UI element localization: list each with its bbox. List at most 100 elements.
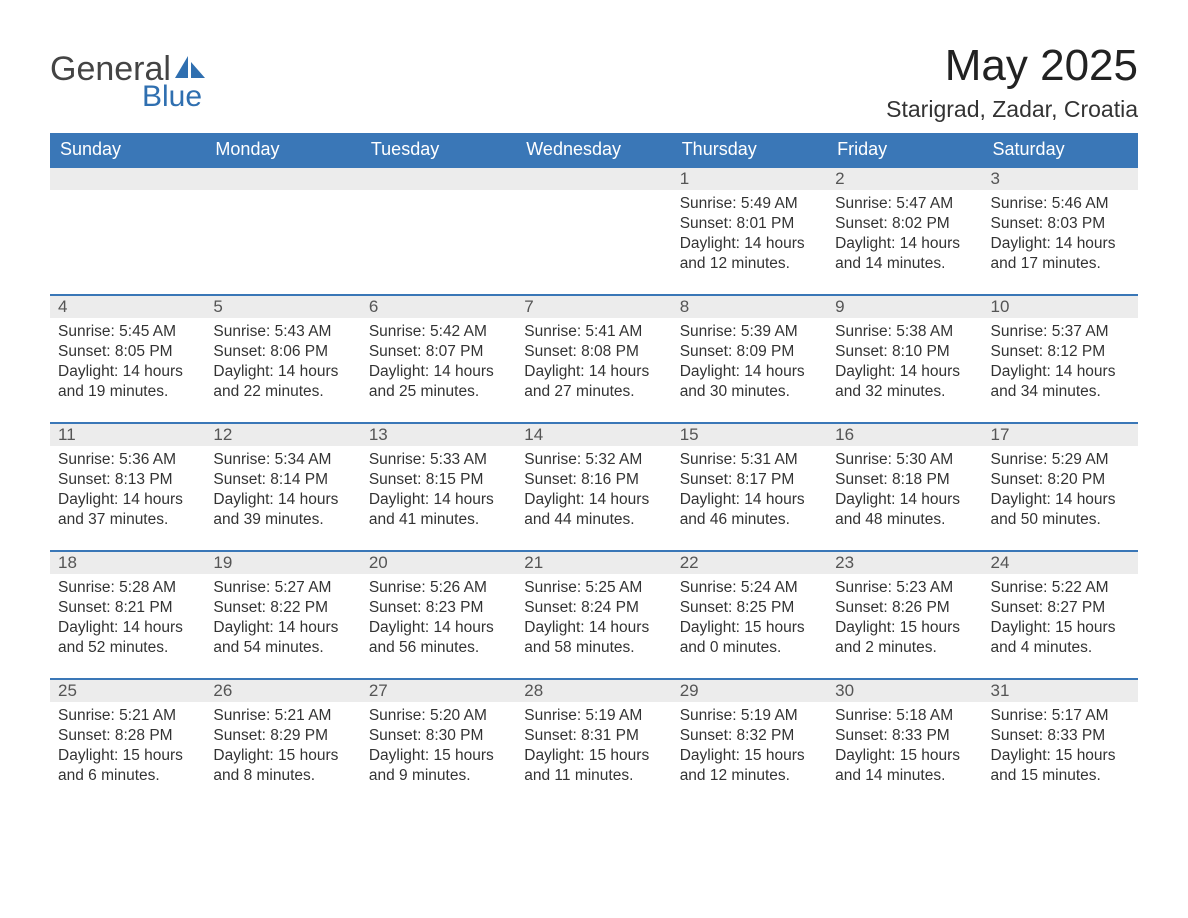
day-details: Sunrise: 5:21 AMSunset: 8:28 PMDaylight:… xyxy=(50,702,205,789)
sunset-text: Sunset: 8:32 PM xyxy=(680,726,819,746)
calendar-cell xyxy=(205,167,360,295)
day-number: 7 xyxy=(516,296,671,318)
sunset-text: Sunset: 8:16 PM xyxy=(524,470,663,490)
calendar-cell xyxy=(361,167,516,295)
day-number-bar xyxy=(516,168,671,190)
sunrise-text: Sunrise: 5:19 AM xyxy=(680,706,819,726)
day-details: Sunrise: 5:19 AMSunset: 8:32 PMDaylight:… xyxy=(672,702,827,789)
calendar-cell: 23Sunrise: 5:23 AMSunset: 8:26 PMDayligh… xyxy=(827,551,982,679)
day-details: Sunrise: 5:32 AMSunset: 8:16 PMDaylight:… xyxy=(516,446,671,533)
calendar-week: 18Sunrise: 5:28 AMSunset: 8:21 PMDayligh… xyxy=(50,551,1138,679)
daylight-text: Daylight: 14 hours and 44 minutes. xyxy=(524,490,663,530)
calendar-cell: 3Sunrise: 5:46 AMSunset: 8:03 PMDaylight… xyxy=(983,167,1138,295)
day-number-bar xyxy=(205,168,360,190)
sunrise-text: Sunrise: 5:43 AM xyxy=(213,322,352,342)
sunrise-text: Sunrise: 5:20 AM xyxy=(369,706,508,726)
sunrise-text: Sunrise: 5:24 AM xyxy=(680,578,819,598)
brand-word-2: Blue xyxy=(142,82,202,112)
day-details: Sunrise: 5:31 AMSunset: 8:17 PMDaylight:… xyxy=(672,446,827,533)
daylight-text: Daylight: 14 hours and 14 minutes. xyxy=(835,234,974,274)
sunrise-text: Sunrise: 5:29 AM xyxy=(991,450,1130,470)
sunset-text: Sunset: 8:25 PM xyxy=(680,598,819,618)
daylight-text: Daylight: 15 hours and 6 minutes. xyxy=(58,746,197,786)
day-details: Sunrise: 5:26 AMSunset: 8:23 PMDaylight:… xyxy=(361,574,516,661)
calendar-body: 1Sunrise: 5:49 AMSunset: 8:01 PMDaylight… xyxy=(50,167,1138,807)
day-number: 26 xyxy=(205,680,360,702)
day-number: 17 xyxy=(983,424,1138,446)
sunrise-text: Sunrise: 5:21 AM xyxy=(58,706,197,726)
weekday-header: Thursday xyxy=(672,133,827,167)
calendar-cell: 22Sunrise: 5:24 AMSunset: 8:25 PMDayligh… xyxy=(672,551,827,679)
sunrise-text: Sunrise: 5:42 AM xyxy=(369,322,508,342)
day-details: Sunrise: 5:21 AMSunset: 8:29 PMDaylight:… xyxy=(205,702,360,789)
daylight-text: Daylight: 15 hours and 2 minutes. xyxy=(835,618,974,658)
calendar-cell: 11Sunrise: 5:36 AMSunset: 8:13 PMDayligh… xyxy=(50,423,205,551)
sunset-text: Sunset: 8:22 PM xyxy=(213,598,352,618)
daylight-text: Daylight: 15 hours and 4 minutes. xyxy=(991,618,1130,658)
daylight-text: Daylight: 14 hours and 30 minutes. xyxy=(680,362,819,402)
sunset-text: Sunset: 8:29 PM xyxy=(213,726,352,746)
header: General Blue May 2025 Starigrad, Zadar, … xyxy=(50,38,1138,123)
daylight-text: Daylight: 14 hours and 58 minutes. xyxy=(524,618,663,658)
day-number: 11 xyxy=(50,424,205,446)
day-number: 6 xyxy=(361,296,516,318)
day-number: 5 xyxy=(205,296,360,318)
day-number: 27 xyxy=(361,680,516,702)
location: Starigrad, Zadar, Croatia xyxy=(886,96,1138,123)
day-number: 14 xyxy=(516,424,671,446)
daylight-text: Daylight: 15 hours and 15 minutes. xyxy=(991,746,1130,786)
day-number: 8 xyxy=(672,296,827,318)
day-number: 20 xyxy=(361,552,516,574)
sunrise-text: Sunrise: 5:37 AM xyxy=(991,322,1130,342)
weekday-header: Saturday xyxy=(983,133,1138,167)
sunrise-text: Sunrise: 5:22 AM xyxy=(991,578,1130,598)
calendar-cell: 6 Sunrise: 5:42 AMSunset: 8:07 PMDaylight… xyxy=(361,295,516,423)
day-number: 10 xyxy=(983,296,1138,318)
day-details: Sunrise: 5:36 AMSunset: 8:13 PMDaylight:… xyxy=(50,446,205,533)
calendar-cell xyxy=(516,167,671,295)
day-details: Sunrise: 5:22 AMSunset: 8:27 PMDaylight:… xyxy=(983,574,1138,661)
day-number: 23 xyxy=(827,552,982,574)
calendar-cell: 24Sunrise: 5:22 AMSunset: 8:27 PMDayligh… xyxy=(983,551,1138,679)
day-number: 3 xyxy=(983,168,1138,190)
day-details: Sunrise: 5:37 AMSunset: 8:12 PMDaylight:… xyxy=(983,318,1138,405)
daylight-text: Daylight: 14 hours and 27 minutes. xyxy=(524,362,663,402)
calendar-cell: 4Sunrise: 5:45 AMSunset: 8:05 PMDaylight… xyxy=(50,295,205,423)
sunrise-text: Sunrise: 5:19 AM xyxy=(524,706,663,726)
sunset-text: Sunset: 8:30 PM xyxy=(369,726,508,746)
calendar-cell: 1Sunrise: 5:49 AMSunset: 8:01 PMDaylight… xyxy=(672,167,827,295)
sunset-text: Sunset: 8:01 PM xyxy=(680,214,819,234)
sunrise-text: Sunrise: 5:36 AM xyxy=(58,450,197,470)
daylight-text: Daylight: 14 hours and 50 minutes. xyxy=(991,490,1130,530)
weekday-header: Monday xyxy=(205,133,360,167)
sunrise-text: Sunrise: 5:30 AM xyxy=(835,450,974,470)
daylight-text: Daylight: 14 hours and 34 minutes. xyxy=(991,362,1130,402)
day-details: Sunrise: 5:27 AMSunset: 8:22 PMDaylight:… xyxy=(205,574,360,661)
calendar-cell: 26Sunrise: 5:21 AMSunset: 8:29 PMDayligh… xyxy=(205,679,360,807)
daylight-text: Daylight: 15 hours and 9 minutes. xyxy=(369,746,508,786)
calendar-cell: 15Sunrise: 5:31 AMSunset: 8:17 PMDayligh… xyxy=(672,423,827,551)
sunrise-text: Sunrise: 5:33 AM xyxy=(369,450,508,470)
day-number: 31 xyxy=(983,680,1138,702)
day-number: 28 xyxy=(516,680,671,702)
day-number: 1 xyxy=(672,168,827,190)
title-block: May 2025 Starigrad, Zadar, Croatia xyxy=(886,38,1138,123)
day-number: 25 xyxy=(50,680,205,702)
sunset-text: Sunset: 8:14 PM xyxy=(213,470,352,490)
day-details: Sunrise: 5:34 AMSunset: 8:14 PMDaylight:… xyxy=(205,446,360,533)
day-details: Sunrise: 5:43 AMSunset: 8:06 PMDaylight:… xyxy=(205,318,360,405)
sunrise-text: Sunrise: 5:34 AM xyxy=(213,450,352,470)
sunset-text: Sunset: 8:07 PM xyxy=(369,342,508,362)
sunset-text: Sunset: 8:13 PM xyxy=(58,470,197,490)
sunrise-text: Sunrise: 5:46 AM xyxy=(991,194,1130,214)
sunrise-text: Sunrise: 5:31 AM xyxy=(680,450,819,470)
daylight-text: Daylight: 14 hours and 25 minutes. xyxy=(369,362,508,402)
calendar-cell: 8Sunrise: 5:39 AMSunset: 8:09 PMDaylight… xyxy=(672,295,827,423)
daylight-text: Daylight: 15 hours and 8 minutes. xyxy=(213,746,352,786)
sunset-text: Sunset: 8:21 PM xyxy=(58,598,197,618)
day-number: 19 xyxy=(205,552,360,574)
sunset-text: Sunset: 8:33 PM xyxy=(991,726,1130,746)
sunrise-text: Sunrise: 5:28 AM xyxy=(58,578,197,598)
day-details: Sunrise: 5:49 AMSunset: 8:01 PMDaylight:… xyxy=(672,190,827,277)
daylight-text: Daylight: 15 hours and 12 minutes. xyxy=(680,746,819,786)
